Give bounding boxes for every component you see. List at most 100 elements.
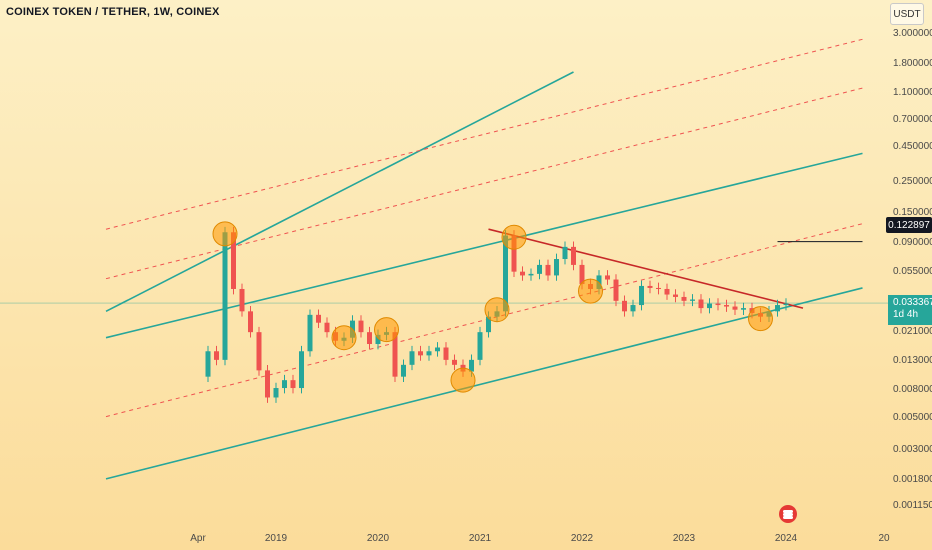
y-tick-label: 0.450000: [893, 141, 932, 152]
y-tick-label: 0.700000: [893, 114, 932, 125]
current-price-tag: 0.033367 1d 4h: [888, 295, 932, 325]
candle-body: [579, 264, 585, 285]
candle-body: [367, 332, 372, 345]
candle-body: [664, 288, 670, 295]
x-tick-label: 2022: [570, 533, 594, 544]
candle-body: [724, 305, 729, 307]
channel-line: [105, 71, 574, 313]
candle-body: [613, 279, 619, 301]
candle-body: [307, 314, 313, 352]
candle-body: [248, 311, 253, 333]
candle-body: [401, 364, 406, 377]
candle-body: [707, 303, 712, 309]
y-tick-label: 0.001150: [893, 500, 932, 511]
candle-body: [477, 332, 483, 360]
highlight-circle: [484, 297, 510, 323]
candle-body: [537, 264, 542, 274]
candle-body: [656, 287, 661, 289]
y-tick-label: 0.003000: [893, 444, 932, 455]
candle-body: [647, 285, 653, 288]
candle-body: [545, 264, 551, 276]
highlight-circle: [501, 224, 527, 250]
x-tick-label: 2024: [774, 533, 798, 544]
candle-body: [282, 380, 287, 389]
candle-body: [418, 351, 423, 356]
highlight-circle: [748, 306, 773, 332]
candle-body: [358, 320, 364, 333]
candle-body: [715, 303, 721, 306]
y-tick-label: 0.055000: [893, 266, 932, 277]
y-tick-label: 0.005000: [893, 412, 932, 423]
bar-countdown: 1d 4h: [893, 309, 919, 320]
current-price-value: 0.033367: [893, 297, 932, 308]
candle-body: [630, 305, 636, 312]
dashed-channel-line: [105, 87, 863, 280]
y-tick-label: 3.000000: [893, 28, 932, 39]
candle-body: [732, 306, 738, 310]
candle-body: [324, 322, 330, 333]
candle-body: [681, 296, 687, 301]
candle-body: [222, 232, 228, 360]
highlight-circle: [450, 367, 476, 393]
chart-title: COINEX TOKEN / TETHER, 1W, COINEX: [6, 6, 220, 18]
y-tick-label: 0.090000: [893, 237, 932, 248]
candle-body: [231, 232, 236, 289]
candle-body: [571, 246, 576, 265]
marker-price-tag: 0.122897: [886, 217, 932, 233]
y-tick-label: 0.150000: [893, 207, 932, 218]
highlight-circle: [374, 317, 399, 343]
candle-body: [783, 303, 789, 306]
candle-body: [503, 235, 508, 312]
candle-body: [520, 271, 525, 276]
candle-body: [452, 359, 457, 365]
candle-body: [409, 351, 415, 365]
currency-button[interactable]: USDT: [890, 3, 924, 25]
candle-body: [639, 285, 644, 306]
candle-body: [316, 314, 321, 323]
descending-trendline: [488, 228, 804, 309]
y-tick-label: 0.250000: [893, 176, 932, 187]
x-tick-label: 20: [878, 533, 890, 544]
y-tick-label: 0.008000: [893, 384, 932, 395]
channel-line: [105, 152, 863, 339]
brand-logo-icon[interactable]: [779, 505, 797, 523]
candle-body: [426, 351, 432, 356]
x-tick-label: 2020: [366, 533, 390, 544]
x-tick-label: 2019: [264, 533, 288, 544]
candle-body: [375, 334, 381, 345]
candle-body: [273, 388, 279, 398]
candle-body: [673, 294, 678, 297]
candle-body: [469, 359, 474, 372]
candle-body: [214, 351, 219, 360]
x-tick-label: 2023: [672, 533, 696, 544]
dashed-channel-line: [105, 223, 863, 418]
highlight-circle: [212, 221, 238, 247]
y-tick-label: 1.800000: [893, 58, 932, 69]
candle-body: [486, 316, 491, 333]
candle-body: [435, 347, 440, 352]
y-tick-label: 1.100000: [893, 87, 932, 98]
candle-body: [690, 299, 695, 301]
candle-body: [299, 351, 304, 389]
candle-body: [290, 380, 296, 389]
y-tick-label: 0.021000: [893, 326, 932, 337]
candle-body: [511, 235, 517, 272]
candle-body: [622, 300, 627, 312]
candle-body: [562, 246, 568, 260]
x-tick-label: Apr: [190, 533, 206, 544]
candle-body: [775, 305, 780, 312]
candle-body: [605, 275, 610, 280]
dashed-channel-line: [105, 38, 863, 230]
highlight-circle: [578, 278, 603, 304]
y-tick-label: 0.001800: [893, 474, 932, 485]
highlight-circle: [331, 325, 357, 351]
candle-body: [698, 299, 704, 309]
candle-body: [205, 351, 211, 377]
y-tick-label: 0.013000: [893, 355, 932, 366]
channel-line: [105, 287, 863, 480]
candle-body: [554, 259, 559, 276]
x-tick-label: 2021: [468, 533, 492, 544]
candle-body: [256, 332, 262, 371]
